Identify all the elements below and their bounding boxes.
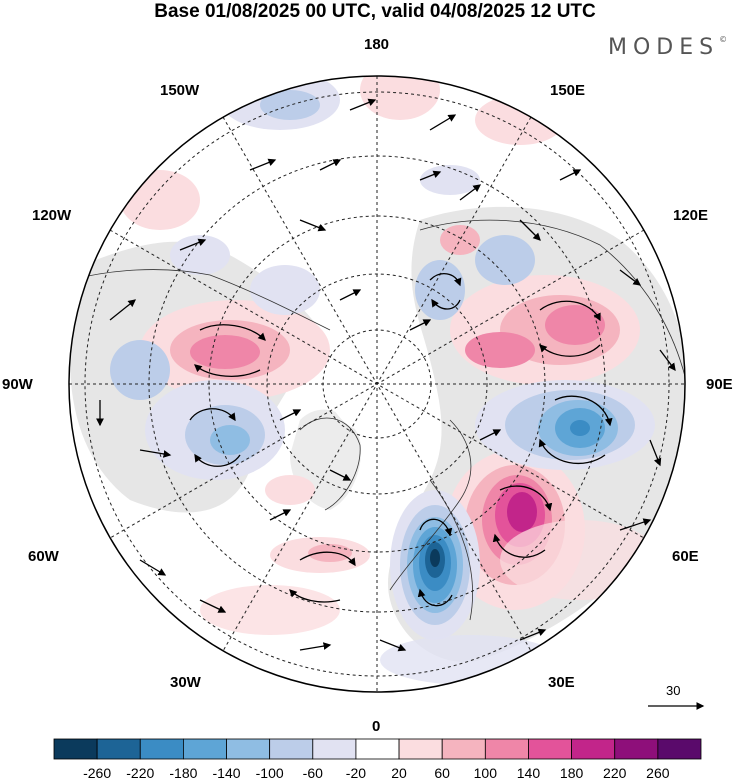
- colorbar-swatch: [571, 738, 616, 760]
- lon-label-60e: 60E: [672, 548, 699, 565]
- map-border: [68, 75, 686, 693]
- anomaly-negative: [415, 260, 465, 320]
- anomaly-positive: [545, 305, 605, 345]
- colorbar-swatch: [269, 738, 314, 760]
- lon-label-180: 180: [364, 36, 390, 53]
- lon-label-120w: 120W: [32, 207, 72, 224]
- lon-label-90w: 90W: [2, 376, 33, 393]
- anomaly-positive: [500, 520, 660, 600]
- colorbar-tick-label: 20: [391, 765, 407, 781]
- modes-logo: MODES©: [608, 35, 728, 60]
- lon-label-150w: 150W: [160, 82, 200, 99]
- colorbar-tick-label: 180: [559, 765, 584, 781]
- colorbar-tick-label: 260: [646, 765, 670, 781]
- anomaly-positive: [475, 95, 565, 145]
- colorbar-swatch: [182, 738, 227, 760]
- colorbar-swatch: [657, 738, 702, 760]
- colorbar-swatch: [312, 738, 357, 760]
- anomaly-negative: [475, 235, 535, 285]
- colorbar-tick-label: -220: [126, 765, 155, 781]
- anomaly-positive: [440, 225, 480, 255]
- anomaly-negative: [170, 235, 230, 275]
- colorbar-tick-label: -180: [169, 765, 198, 781]
- anomaly-negative: [570, 420, 590, 436]
- lon-label-0: 0: [372, 718, 381, 735]
- map-title: Base 01/08/2025 00 UTC, valid 04/08/2025…: [154, 1, 596, 22]
- colorbar-tick-label: 220: [603, 765, 627, 781]
- colorbar-tick-label: -260: [83, 765, 112, 781]
- anomaly-positive: [360, 76, 440, 120]
- anomaly-positive: [308, 544, 352, 562]
- colorbar-swatch: [614, 738, 659, 760]
- anomaly-positive: [190, 335, 260, 369]
- colorbar-swatch: [441, 738, 486, 760]
- anomaly-positive: [465, 332, 535, 368]
- anomaly-positive: [507, 492, 537, 532]
- anomaly-negative: [430, 549, 440, 567]
- colorbar-tick-label: -20: [345, 765, 367, 781]
- anomaly-positive: [265, 475, 315, 505]
- anomaly-negative: [420, 165, 480, 195]
- colorbar-tick-label: -60: [302, 765, 323, 781]
- colorbar-swatch: [96, 738, 141, 760]
- lon-label-60w: 60W: [28, 548, 59, 565]
- anomaly-negative: [210, 425, 250, 455]
- lon-label-30e: 30E: [548, 674, 575, 691]
- coastline: [69, 219, 685, 621]
- colorbar-swatch: [355, 738, 400, 760]
- colorbar-tick-label: -100: [255, 765, 284, 781]
- anomaly-negative: [260, 90, 320, 120]
- anomaly-negative: [250, 265, 320, 315]
- map-disk: [69, 76, 685, 692]
- reference-vector-label: 30: [666, 683, 681, 698]
- lon-label-90e: 90E: [706, 376, 733, 393]
- colorbar-swatch: [484, 738, 529, 760]
- colorbar-tick-label: 100: [473, 765, 498, 781]
- anomaly-positive: [200, 585, 340, 635]
- colorbar-swatch: [398, 738, 443, 760]
- colorbar-tick-label: 60: [434, 765, 450, 781]
- colorbar-swatch: [53, 738, 98, 760]
- anomaly-negative: [110, 340, 170, 400]
- colorbar-tick-label: 140: [516, 765, 541, 781]
- colorbar-swatch: [139, 738, 184, 760]
- colorbar: [53, 738, 702, 760]
- lon-label-120e: 120E: [673, 207, 709, 224]
- anomaly-positive: [120, 170, 200, 230]
- lon-label-30w: 30W: [170, 674, 201, 691]
- colorbar-tick-label: -140: [212, 765, 241, 781]
- lon-label-150e: 150E: [550, 82, 586, 99]
- colorbar-swatch: [528, 738, 573, 760]
- meridians: [69, 76, 685, 692]
- colorbar-swatch: [226, 738, 271, 760]
